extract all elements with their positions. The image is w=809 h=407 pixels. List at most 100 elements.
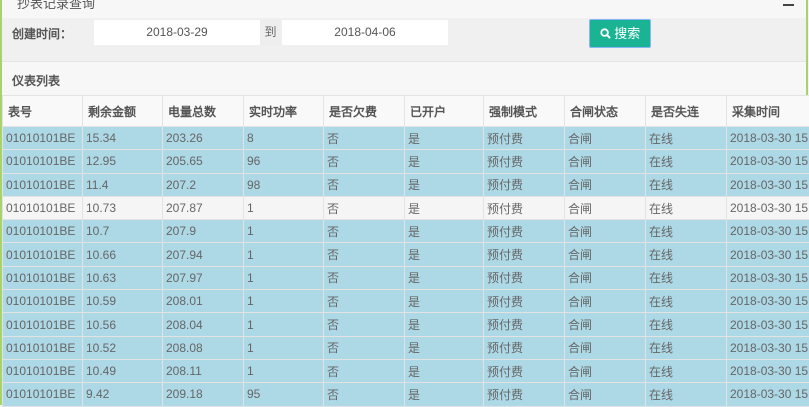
start-date-input[interactable] bbox=[94, 20, 260, 45]
minimize-icon[interactable] bbox=[783, 4, 794, 6]
table-cell: 205.65 bbox=[163, 150, 244, 173]
table-cell: 2018-03-30 15:1 bbox=[727, 383, 809, 406]
table-cell: 207.97 bbox=[163, 266, 244, 289]
table-cell: 合闸 bbox=[565, 336, 646, 359]
table-cell: 01010101BE bbox=[3, 196, 83, 219]
column-header[interactable]: 是否欠费 bbox=[324, 96, 405, 127]
table-cell: 否 bbox=[324, 383, 405, 406]
column-header[interactable]: 采集时间 bbox=[727, 96, 809, 127]
column-header[interactable]: 实时功率 bbox=[244, 96, 324, 127]
column-header[interactable]: 剩余金额 bbox=[83, 96, 163, 127]
table-cell: 01010101BE bbox=[3, 127, 83, 150]
table-cell: 合闸 bbox=[565, 383, 646, 406]
table-cell: 合闸 bbox=[565, 127, 646, 150]
table-cell: 208.08 bbox=[163, 336, 244, 359]
table-cell: 01010101BE bbox=[3, 313, 83, 336]
table-cell: 208.01 bbox=[163, 290, 244, 313]
table-cell: 10.66 bbox=[83, 243, 163, 266]
table-cell: 2018-03-30 15:1 bbox=[727, 336, 809, 359]
search-button-label: 搜索 bbox=[614, 26, 640, 41]
table-cell: 是 bbox=[405, 150, 484, 173]
table-cell: 1 bbox=[244, 196, 324, 219]
table-cell: 否 bbox=[324, 150, 405, 173]
table-cell: 01010101BE bbox=[3, 290, 83, 313]
column-header[interactable]: 表号 bbox=[3, 96, 83, 127]
table-cell: 否 bbox=[324, 290, 405, 313]
created-time-label: 创建时间： bbox=[12, 25, 72, 42]
table-cell: 2018-03-30 15:1 bbox=[727, 127, 809, 150]
column-header[interactable]: 合闸状态 bbox=[565, 96, 646, 127]
table-cell: 207.94 bbox=[163, 243, 244, 266]
table-cell: 01010101BE bbox=[3, 173, 83, 196]
table-cell: 是 bbox=[405, 196, 484, 219]
table-cell: 2018-03-30 15:1 bbox=[727, 150, 809, 173]
column-header[interactable]: 已开户 bbox=[405, 96, 484, 127]
end-date-input[interactable] bbox=[282, 20, 448, 45]
table-cell: 在线 bbox=[646, 173, 727, 196]
section-title: 仪表列表 bbox=[12, 72, 60, 89]
table-cell: 预付费 bbox=[484, 290, 565, 313]
table-cell: 是 bbox=[405, 173, 484, 196]
table-cell: 2018-03-30 15:1 bbox=[727, 243, 809, 266]
table-cell: 合闸 bbox=[565, 359, 646, 382]
table-cell: 9.42 bbox=[83, 383, 163, 406]
table-cell: 01010101BE bbox=[3, 150, 83, 173]
table-cell: 1 bbox=[244, 266, 324, 289]
table-cell: 208.11 bbox=[163, 359, 244, 382]
column-header[interactable]: 是否失连 bbox=[646, 96, 727, 127]
table-cell: 01010101BE bbox=[3, 336, 83, 359]
table-cell: 是 bbox=[405, 220, 484, 243]
table-cell: 在线 bbox=[646, 313, 727, 336]
table-cell: 12.95 bbox=[83, 150, 163, 173]
table-cell: 否 bbox=[324, 127, 405, 150]
table-cell: 是 bbox=[405, 336, 484, 359]
table-cell: 在线 bbox=[646, 290, 727, 313]
table-cell: 1 bbox=[244, 220, 324, 243]
column-header[interactable]: 强制模式 bbox=[484, 96, 565, 127]
table-cell: 01010101BE bbox=[3, 359, 83, 382]
table-cell: 合闸 bbox=[565, 313, 646, 336]
table-cell: 207.87 bbox=[163, 196, 244, 219]
table-cell: 01010101BE bbox=[3, 266, 83, 289]
table-cell: 2018-03-30 15:1 bbox=[727, 220, 809, 243]
table-cell: 2018-03-30 15:1 bbox=[727, 313, 809, 336]
table-cell: 10.63 bbox=[83, 266, 163, 289]
table-cell: 15.34 bbox=[83, 127, 163, 150]
table-cell: 否 bbox=[324, 266, 405, 289]
search-button[interactable]: 搜索 bbox=[589, 19, 651, 48]
table-cell: 在线 bbox=[646, 266, 727, 289]
table-cell: 2018-03-30 15:1 bbox=[727, 359, 809, 382]
table-cell: 预付费 bbox=[484, 313, 565, 336]
table-cell: 否 bbox=[324, 359, 405, 382]
table-cell: 否 bbox=[324, 313, 405, 336]
table-cell: 在线 bbox=[646, 359, 727, 382]
table-cell: 否 bbox=[324, 196, 405, 219]
table-cell: 10.7 bbox=[83, 220, 163, 243]
column-header[interactable]: 电量总数 bbox=[163, 96, 244, 127]
table-cell: 10.56 bbox=[83, 313, 163, 336]
table-cell: 10.59 bbox=[83, 290, 163, 313]
table-cell: 是 bbox=[405, 127, 484, 150]
table-cell: 2018-03-30 15:1 bbox=[727, 266, 809, 289]
table-cell: 203.26 bbox=[163, 127, 244, 150]
table-cell: 在线 bbox=[646, 127, 727, 150]
table-cell: 是 bbox=[405, 359, 484, 382]
table-cell: 01010101BE bbox=[3, 383, 83, 406]
table-cell: 合闸 bbox=[565, 290, 646, 313]
table-cell: 预付费 bbox=[484, 243, 565, 266]
table-cell: 预付费 bbox=[484, 266, 565, 289]
table-cell: 预付费 bbox=[484, 359, 565, 382]
table-cell: 2018-03-30 15:1 bbox=[727, 173, 809, 196]
